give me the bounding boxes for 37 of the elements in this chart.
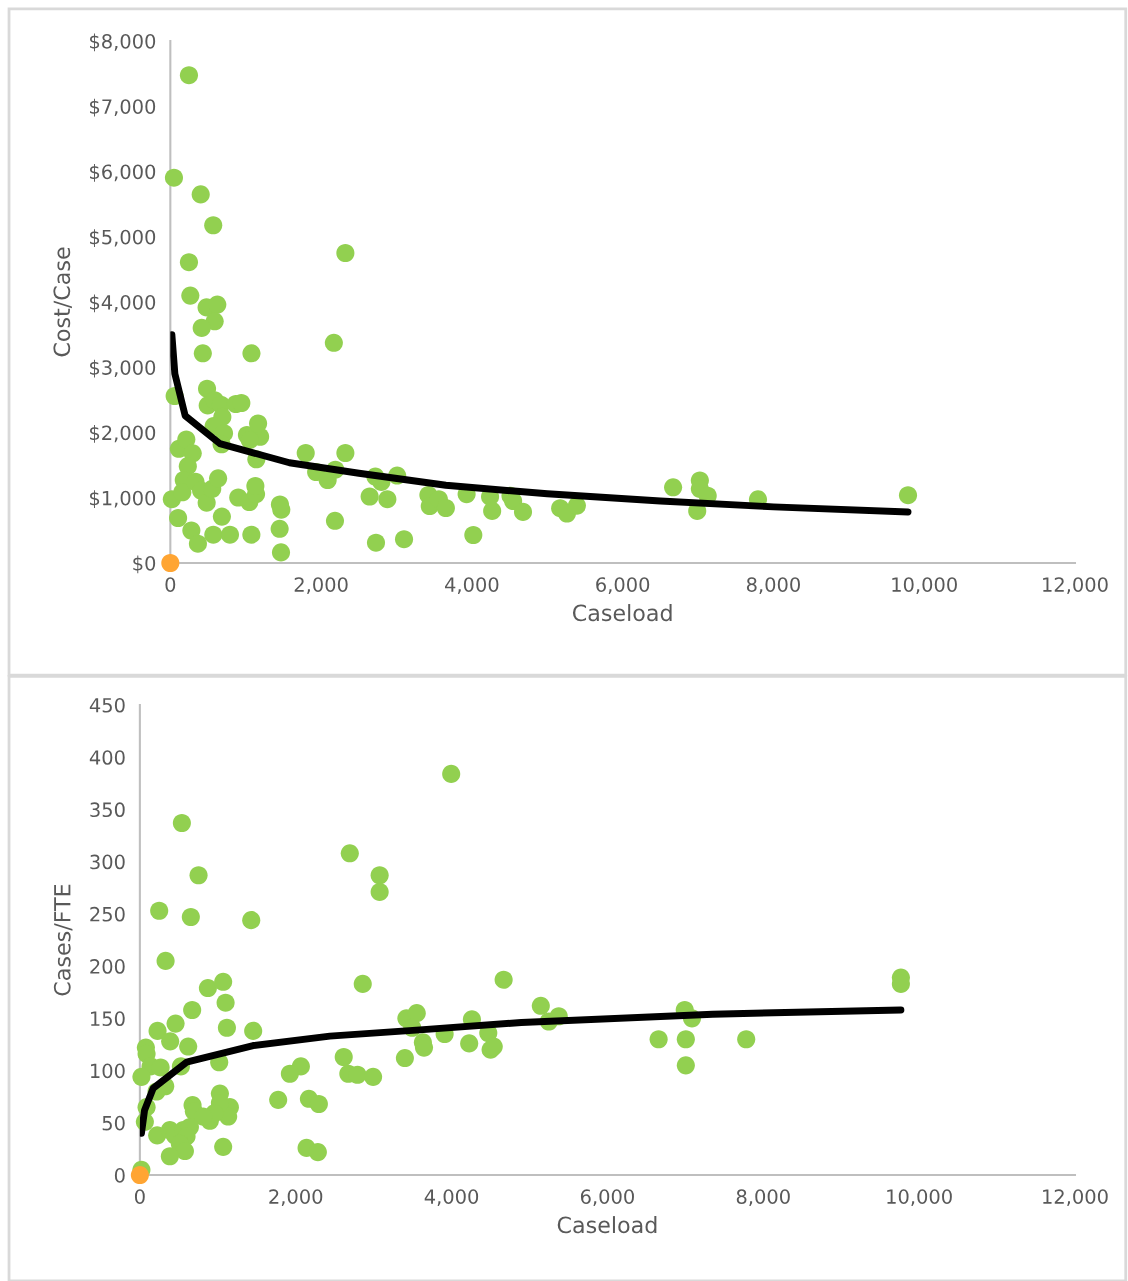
y-tick-label: 400 bbox=[89, 750, 125, 765]
y-tick-label: $3,000 bbox=[90, 359, 156, 378]
y-tick-label: $8,000 bbox=[90, 33, 156, 52]
y-axis-title: Cases/FTE bbox=[53, 884, 73, 996]
x-axis-title: Caseload bbox=[557, 1216, 657, 1234]
y-tick-label: 350 bbox=[90, 802, 125, 818]
y-tick-label: $7,000 bbox=[90, 98, 156, 117]
x-tick-label: 6,000 bbox=[596, 577, 650, 594]
y-axis-title: Cost/Case bbox=[53, 247, 72, 357]
x-tick-label: 4,000 bbox=[424, 1189, 479, 1206]
y-tick-label: $5,000 bbox=[90, 229, 156, 247]
x-tick-label: 8,000 bbox=[746, 577, 800, 594]
x-tick-label: 10,000 bbox=[892, 577, 957, 594]
x-tick-label: 10,000 bbox=[887, 1189, 952, 1206]
x-tick-label: 12,000 bbox=[1043, 577, 1108, 594]
y-tick-label: $1,000 bbox=[90, 490, 156, 508]
x-tick-label: 2,000 bbox=[269, 1189, 323, 1206]
y-tick-label: $2,000 bbox=[90, 425, 156, 443]
x-tick-label: 6,000 bbox=[580, 1189, 634, 1206]
y-tick-label: 100 bbox=[91, 1063, 125, 1079]
y-tick-label: 250 bbox=[90, 906, 125, 922]
y-tick-label: 450 bbox=[89, 697, 125, 713]
x-tick-label: 4,000 bbox=[445, 577, 499, 594]
y-tick-label: 150 bbox=[91, 1011, 125, 1027]
y-tick-label: 200 bbox=[90, 959, 125, 974]
x-tick-label: 12,000 bbox=[1043, 1189, 1108, 1206]
y-tick-label: $4,000 bbox=[90, 294, 156, 313]
x-tick-label: 8,000 bbox=[736, 1189, 790, 1206]
y-tick-label: 0 bbox=[114, 1168, 125, 1183]
y-tick-label: 300 bbox=[90, 854, 125, 870]
x-axis-title: Caseload bbox=[572, 604, 672, 622]
y-tick-label: $0 bbox=[133, 555, 156, 574]
x-tick-label: 2,000 bbox=[294, 577, 348, 594]
x-tick-label: 0 bbox=[165, 577, 176, 592]
y-tick-label: $6,000 bbox=[90, 164, 156, 182]
y-tick-label: 50 bbox=[102, 1115, 125, 1131]
x-tick-label: 0 bbox=[134, 1189, 145, 1204]
